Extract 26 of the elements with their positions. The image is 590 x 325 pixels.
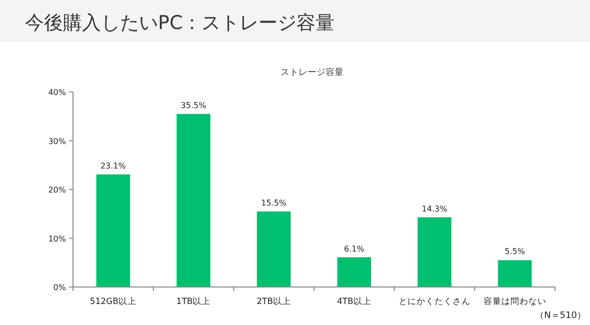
bar (256, 211, 291, 287)
x-tick-label: 容量は問わない (483, 296, 546, 307)
bar (418, 217, 452, 287)
y-tick-label: 10% (48, 234, 66, 244)
bar (337, 257, 372, 287)
x-tick-label: 4TB以上 (336, 296, 372, 307)
text: （N＝510） (535, 311, 586, 321)
data-label: 15.5% (261, 198, 287, 208)
data-label: 23.1% (100, 161, 126, 170)
data-label: 14.3% (422, 204, 448, 214)
data-label: 35.5% (180, 100, 207, 110)
bar (96, 174, 130, 287)
y-tick-label: 0% (53, 283, 66, 292)
chart-title: 今後購入したいPC：ストレージ容量 (25, 12, 335, 34)
y-tick-label: 30% (48, 136, 66, 146)
bar (498, 260, 532, 287)
data-label: 6.1% (344, 244, 365, 254)
bar (176, 114, 210, 287)
y-tick-label: 40% (48, 88, 66, 97)
chart-subtitle: ストレージ容量 (280, 67, 344, 78)
data-label: 5.5% (504, 247, 526, 256)
y-tick-label: 20% (48, 186, 66, 194)
x-tick-label: 2TB以上 (256, 296, 292, 307)
x-tick-label: 1TB以上 (176, 296, 211, 307)
x-tick-label: とにかくたくさん (398, 297, 470, 307)
x-tick-label: 512GB以上 (90, 296, 136, 307)
